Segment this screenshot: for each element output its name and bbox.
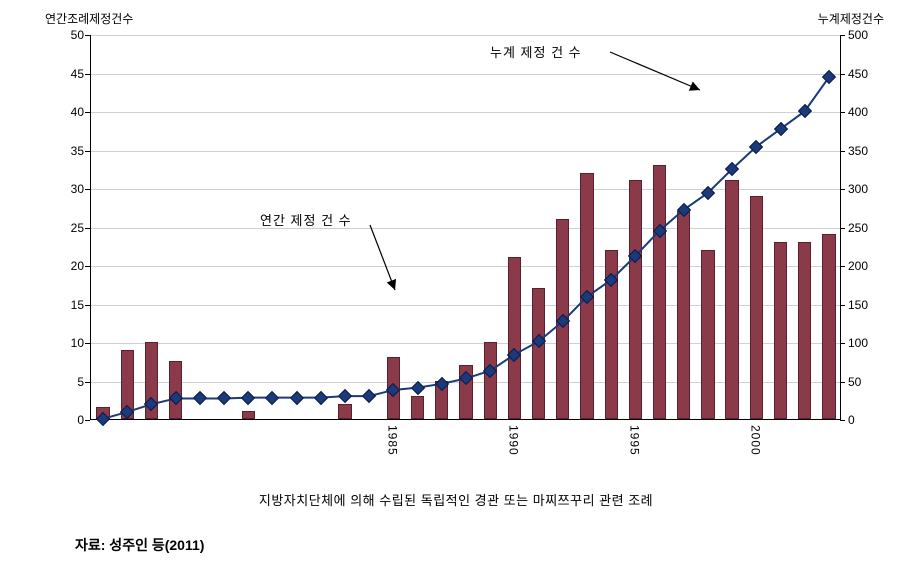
bar bbox=[725, 180, 738, 419]
y2-tick-mark bbox=[840, 382, 845, 383]
plot-area bbox=[90, 35, 840, 420]
y2-tick-mark bbox=[840, 305, 845, 306]
chart-container: 연간조례제정건수 누계제정건수 0 5 10 15 20 25 30 35 40 45 50 0 50… bbox=[0, 0, 912, 582]
bar bbox=[508, 257, 521, 419]
y2-axis-title: 누계제정건수 bbox=[818, 10, 884, 27]
y2-tick-label: 250 bbox=[848, 221, 888, 235]
y1-tick-mark bbox=[85, 112, 90, 113]
y1-tick-label: 25 bbox=[44, 221, 84, 235]
bar bbox=[484, 342, 497, 419]
y2-tick-mark bbox=[840, 266, 845, 267]
annotation-bar-label: 연간 제정 건 수 bbox=[260, 210, 352, 229]
bar bbox=[532, 288, 545, 419]
y1-tick-mark bbox=[85, 228, 90, 229]
y2-tick-mark bbox=[840, 74, 845, 75]
bar bbox=[459, 365, 472, 419]
bar bbox=[701, 250, 714, 419]
y2-tick-label: 50 bbox=[848, 375, 888, 389]
bar bbox=[145, 342, 158, 419]
x-tick-label: 1995 bbox=[627, 425, 641, 456]
y1-tick-label: 45 bbox=[44, 67, 84, 81]
y1-tick-label: 30 bbox=[44, 182, 84, 196]
bar bbox=[435, 381, 448, 420]
y2-tick-label: 350 bbox=[848, 144, 888, 158]
y2-tick-label: 150 bbox=[848, 298, 888, 312]
y1-tick-label: 0 bbox=[44, 413, 84, 427]
annotation-line-label: 누계 제정 건 수 bbox=[490, 42, 582, 61]
bar bbox=[96, 407, 109, 419]
y2-tick-mark bbox=[840, 151, 845, 152]
y2-tick-label: 0 bbox=[848, 413, 888, 427]
y2-tick-label: 300 bbox=[848, 182, 888, 196]
bar bbox=[121, 350, 134, 419]
y2-tick-label: 500 bbox=[848, 28, 888, 42]
y1-tick-label: 15 bbox=[44, 298, 84, 312]
bar bbox=[387, 357, 400, 419]
bars-layer bbox=[91, 35, 840, 419]
y1-tick-label: 5 bbox=[44, 375, 84, 389]
y1-tick-label: 20 bbox=[44, 259, 84, 273]
bar bbox=[629, 180, 642, 419]
y2-tick-label: 100 bbox=[848, 336, 888, 350]
y2-tick-mark bbox=[840, 420, 845, 421]
y2-tick-mark bbox=[840, 343, 845, 344]
y2-tick-label: 200 bbox=[848, 259, 888, 273]
bar bbox=[774, 242, 787, 419]
bar bbox=[653, 165, 666, 419]
y1-tick-label: 35 bbox=[44, 144, 84, 158]
y1-tick-mark bbox=[85, 266, 90, 267]
y1-tick-mark bbox=[85, 382, 90, 383]
bar bbox=[580, 173, 593, 419]
y1-tick-mark bbox=[85, 35, 90, 36]
bar bbox=[822, 234, 835, 419]
x-tick-label: 1985 bbox=[385, 425, 399, 456]
x-axis-title: 지방자치단체에 의해 수립된 독립적인 경관 또는 마찌쯔꾸리 관련 조례 bbox=[0, 490, 912, 509]
bar bbox=[242, 411, 255, 419]
bar bbox=[750, 196, 763, 419]
y1-tick-mark bbox=[85, 420, 90, 421]
y1-axis-title: 연간조례제정건수 bbox=[45, 10, 133, 27]
x-tick-label: 2000 bbox=[748, 425, 762, 456]
y1-tick-mark bbox=[85, 343, 90, 344]
y1-tick-mark bbox=[85, 305, 90, 306]
y1-tick-label: 40 bbox=[44, 105, 84, 119]
y2-tick-mark bbox=[840, 228, 845, 229]
bar bbox=[798, 242, 811, 419]
bar bbox=[338, 404, 351, 419]
y2-tick-mark bbox=[840, 35, 845, 36]
bar bbox=[605, 250, 618, 419]
y2-tick-mark bbox=[840, 112, 845, 113]
bar bbox=[677, 211, 690, 419]
y1-tick-mark bbox=[85, 189, 90, 190]
y1-tick-label: 10 bbox=[44, 336, 84, 350]
x-tick-label: 1990 bbox=[506, 425, 520, 456]
y1-tick-mark bbox=[85, 151, 90, 152]
y2-tick-label: 450 bbox=[848, 67, 888, 81]
bar bbox=[556, 219, 569, 419]
y2-tick-mark bbox=[840, 189, 845, 190]
y1-tick-mark bbox=[85, 74, 90, 75]
y1-tick-label: 50 bbox=[44, 28, 84, 42]
bar bbox=[411, 396, 424, 419]
bar bbox=[169, 361, 182, 419]
source-citation: 자료: 성주인 등(2011) bbox=[75, 535, 204, 555]
y2-tick-label: 400 bbox=[848, 105, 888, 119]
